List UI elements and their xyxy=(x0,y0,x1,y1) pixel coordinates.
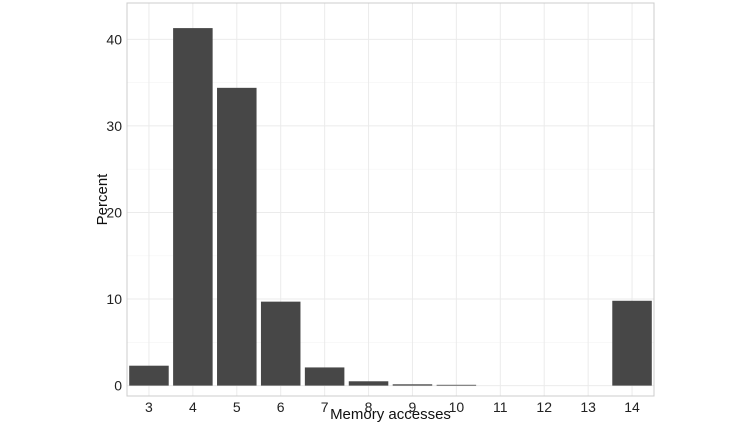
bar xyxy=(173,28,213,386)
x-tick-label: 3 xyxy=(145,399,153,415)
bar xyxy=(129,365,169,386)
y-tick-label: 20 xyxy=(106,204,122,220)
bar xyxy=(612,300,652,386)
bar xyxy=(436,384,477,386)
plot-background xyxy=(127,3,654,396)
x-tick-labels: 3 4 5 6 7 8 9 10 11 12 13 14 xyxy=(145,399,640,415)
x-tick-label: 8 xyxy=(365,399,373,415)
x-tick-label: 12 xyxy=(536,399,552,415)
x-axis-title: Memory accesses xyxy=(330,406,451,422)
plot-border xyxy=(126,2,655,397)
x-tick-label: 4 xyxy=(189,399,197,415)
bar xyxy=(392,384,433,386)
x-tick-label: 5 xyxy=(233,399,241,415)
x-tick-label: 6 xyxy=(277,399,285,415)
x-tick-label: 11 xyxy=(493,399,508,415)
y-tick-labels: 0 10 20 30 40 xyxy=(106,31,122,393)
x-tick-label: 14 xyxy=(624,399,640,415)
x-tick-label: 7 xyxy=(321,399,329,415)
bars xyxy=(129,28,652,386)
y-tick-label: 10 xyxy=(106,291,122,307)
x-tick-label: 10 xyxy=(449,399,465,415)
y-tick-label: 40 xyxy=(106,31,122,47)
x-tick-label: 9 xyxy=(409,399,417,415)
bar xyxy=(304,367,345,386)
y-tick-label: 0 xyxy=(114,378,122,394)
y-axis-title: Percent xyxy=(94,173,111,226)
x-tick-label: 13 xyxy=(580,399,596,415)
bar xyxy=(260,301,301,386)
bar xyxy=(348,381,389,386)
bar xyxy=(217,87,257,386)
y-tick-label: 30 xyxy=(106,118,122,134)
